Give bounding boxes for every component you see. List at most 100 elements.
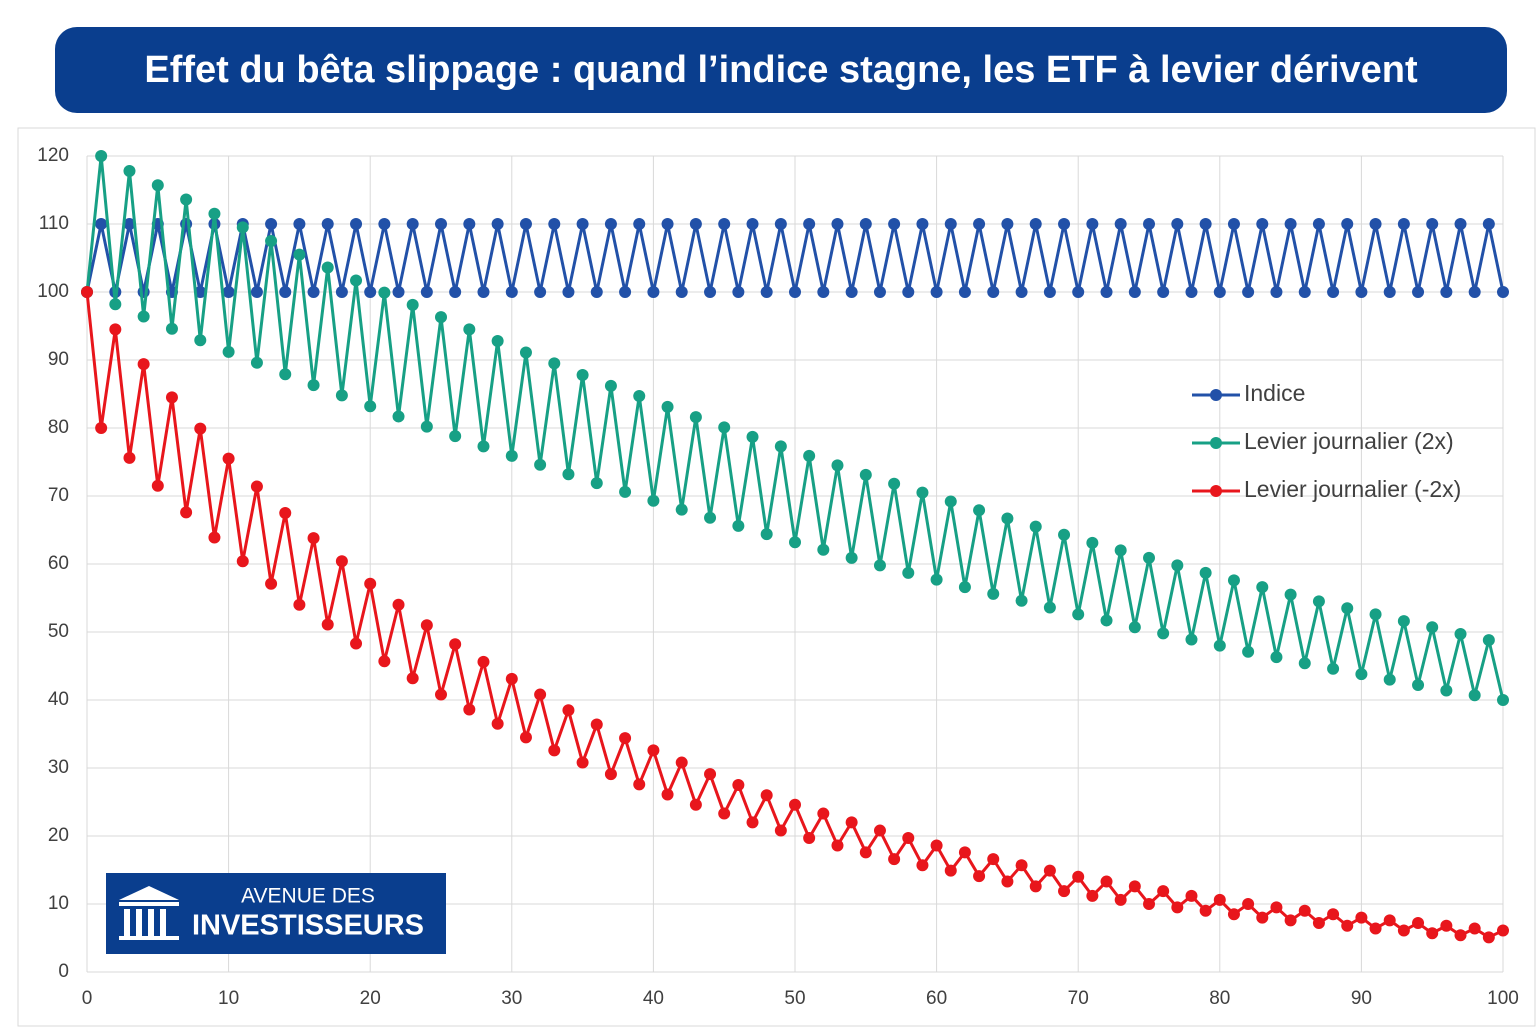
data-point <box>1256 581 1269 594</box>
data-point <box>1497 924 1509 937</box>
x-tick-label: 90 <box>1351 988 1372 1009</box>
data-point <box>803 218 816 230</box>
data-point <box>350 218 363 230</box>
data-point <box>1369 218 1382 230</box>
data-point <box>675 756 688 769</box>
data-point <box>519 731 532 744</box>
data-point <box>1015 594 1028 607</box>
data-point <box>1256 911 1269 924</box>
data-point <box>1312 595 1325 608</box>
data-point <box>435 688 447 701</box>
data-point <box>548 744 561 757</box>
data-point <box>1072 286 1085 298</box>
data-point <box>293 598 306 611</box>
data-point <box>1327 908 1340 921</box>
legend-marker <box>1210 389 1222 401</box>
data-point <box>888 218 901 230</box>
data-point <box>293 218 306 230</box>
data-point <box>633 390 646 403</box>
data-point <box>137 310 150 323</box>
data-point <box>689 218 702 230</box>
data-point <box>1100 875 1113 888</box>
data-point <box>435 311 447 324</box>
data-point <box>1213 286 1226 298</box>
data-point <box>1468 922 1481 935</box>
data-point <box>888 477 901 490</box>
y-tick-label: 10 <box>48 893 69 914</box>
data-point <box>1086 218 1099 230</box>
data-point <box>137 358 150 371</box>
data-point <box>604 218 617 230</box>
data-point <box>973 870 986 883</box>
data-point <box>1199 566 1212 579</box>
data-point <box>1086 889 1099 902</box>
data-point <box>859 218 872 230</box>
data-point <box>165 322 178 335</box>
data-point <box>1312 218 1325 230</box>
data-point <box>1397 615 1410 628</box>
data-point <box>633 218 646 230</box>
data-point <box>208 531 221 544</box>
data-point <box>831 459 844 472</box>
data-point <box>661 218 674 230</box>
plot: 0 10 20 30 40 50 60 70 80 90 100 110 120 0 10 20 30 40 50 6… <box>37 145 1519 1009</box>
data-point <box>165 391 178 404</box>
data-point <box>265 235 278 247</box>
data-point <box>916 859 929 872</box>
data-point <box>279 368 292 381</box>
data-point <box>236 221 249 234</box>
data-point <box>208 207 221 220</box>
data-point <box>746 218 759 230</box>
data-point <box>647 744 660 757</box>
data-point <box>1383 914 1396 927</box>
data-point <box>930 839 943 852</box>
data-point <box>831 839 844 852</box>
data-point <box>95 422 108 434</box>
data-point <box>987 286 1000 298</box>
x-tick-label: 10 <box>218 988 239 1009</box>
data-point <box>1227 574 1240 587</box>
data-point <box>350 274 363 287</box>
data-point <box>1086 536 1099 549</box>
y-tick-label: 20 <box>48 825 69 846</box>
data-point <box>661 788 674 801</box>
chart-title: Effet du bêta slippage : quand l’indice … <box>144 49 1418 91</box>
data-point <box>1029 520 1042 533</box>
data-point <box>1341 218 1354 230</box>
x-tick-label: 40 <box>643 988 664 1009</box>
data-point <box>491 717 504 730</box>
data-point <box>392 286 405 298</box>
data-point <box>1327 286 1340 298</box>
data-point <box>1341 919 1354 932</box>
data-point <box>505 286 518 298</box>
data-point <box>1058 528 1071 541</box>
data-point <box>1440 919 1453 932</box>
data-point <box>519 218 532 230</box>
y-tick-label: 50 <box>48 621 69 642</box>
data-point <box>250 356 263 369</box>
data-point <box>194 286 207 298</box>
data-point <box>151 479 164 492</box>
data-point <box>1412 286 1425 298</box>
data-point <box>1213 893 1226 906</box>
data-point <box>1454 628 1467 641</box>
data-point <box>392 410 405 423</box>
data-point <box>774 440 787 453</box>
data-point <box>180 506 193 519</box>
data-point <box>789 286 801 298</box>
data-point <box>789 536 801 549</box>
data-point <box>250 286 263 298</box>
data-point <box>1284 588 1297 601</box>
data-point <box>1383 286 1396 298</box>
y-tick-label: 60 <box>48 553 69 574</box>
data-point <box>817 286 830 298</box>
x-tick-label: 70 <box>1068 988 1089 1009</box>
data-point <box>1397 924 1410 937</box>
data-point <box>321 261 334 274</box>
data-point <box>477 286 490 298</box>
data-point <box>760 789 773 802</box>
data-point <box>944 864 957 877</box>
data-point <box>1072 870 1085 883</box>
data-point <box>1369 922 1382 935</box>
data-point <box>590 718 603 731</box>
